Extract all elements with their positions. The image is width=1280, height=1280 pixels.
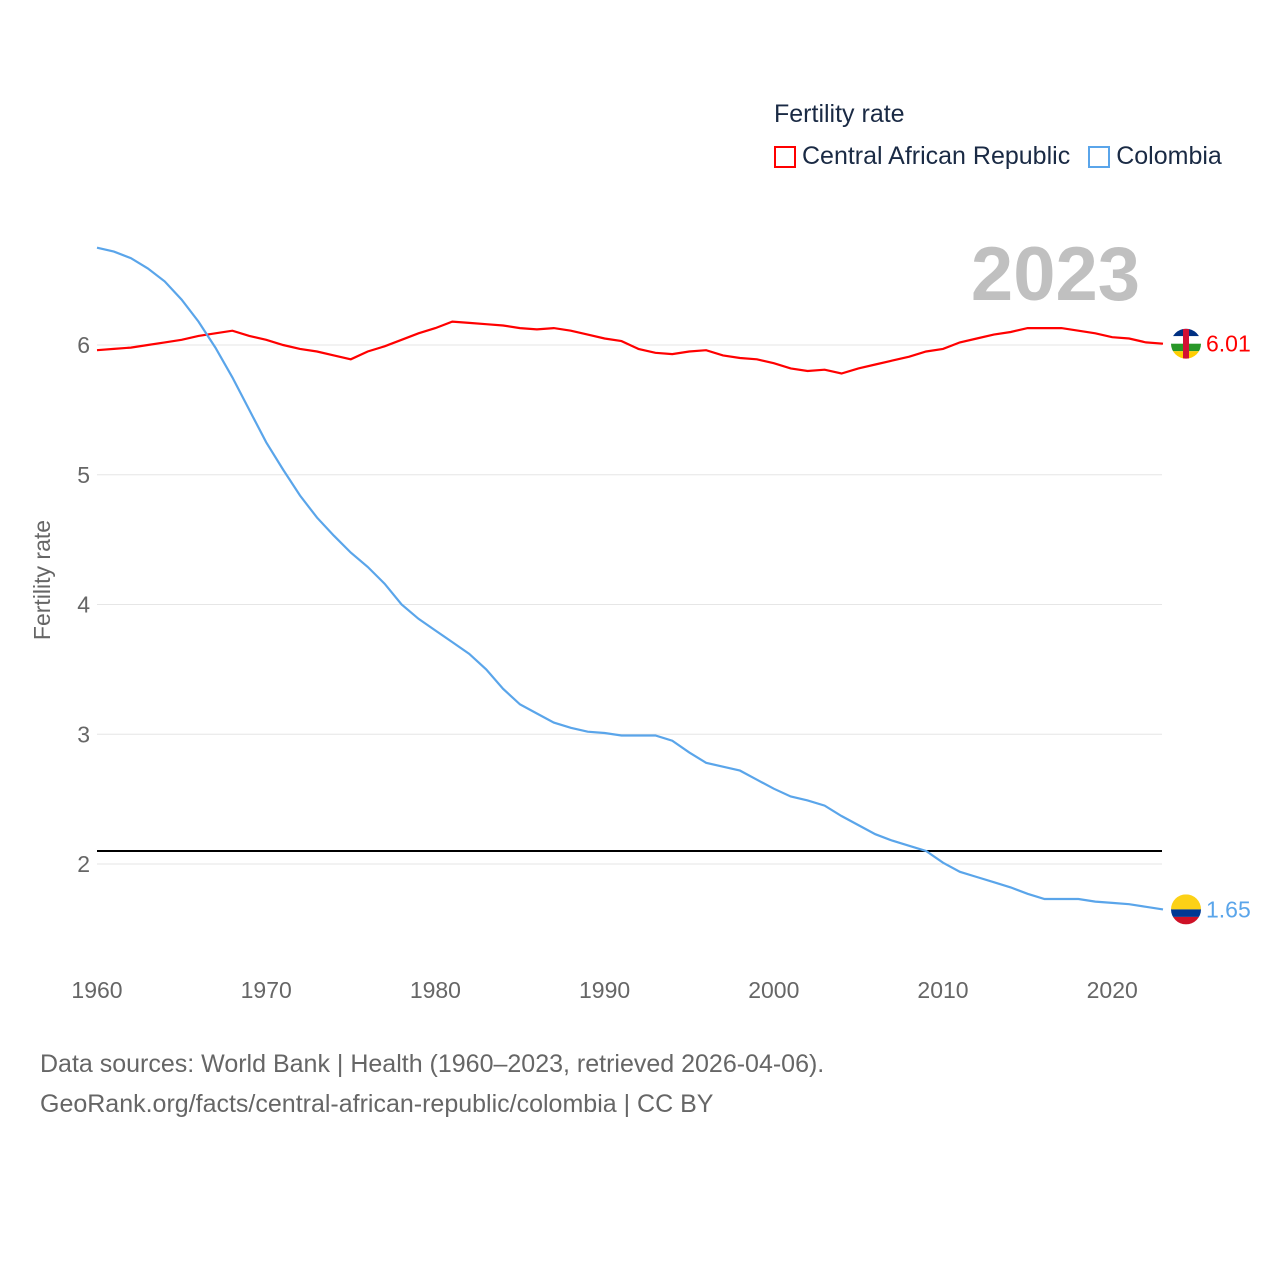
car-flag-icon <box>1171 328 1201 359</box>
x-tick-label: 1960 <box>71 977 122 1003</box>
y-tick-label: 2 <box>77 851 90 877</box>
legend-label: Colombia <box>1116 142 1222 170</box>
attribution: GeoRank.org/facts/central-african-republ… <box>40 1090 714 1118</box>
year-label: 2023 <box>971 232 1140 317</box>
colombia-flag-icon <box>1171 894 1201 925</box>
x-tick-label: 1990 <box>579 977 630 1003</box>
axis-ticks: 2 3 4 5 6 1960 1970 1980 1990 2000 2010 2020 <box>71 332 1137 1003</box>
series-lines <box>96 246 1164 911</box>
y-tick-label: 3 <box>77 721 90 747</box>
series-line-car <box>96 320 1164 375</box>
series-line-colombia <box>96 246 1164 911</box>
x-tick-label: 1970 <box>241 977 292 1003</box>
footer: Data sources: World Bank | Health (1960–… <box>40 1044 824 1124</box>
legend: Central African Republic Colombia <box>774 142 1222 171</box>
legend-swatch <box>1088 145 1111 168</box>
y-tick-label: 4 <box>77 592 90 618</box>
legend-swatch <box>774 145 796 168</box>
x-tick-label: 2000 <box>748 977 799 1003</box>
y-axis-label: Fertility rate <box>29 520 55 640</box>
data-source: Data sources: World Bank | Health (1960–… <box>40 1050 825 1078</box>
legend-title: Fertility rate <box>774 100 905 128</box>
series-end-markers: 6.01 1.65 <box>1171 328 1251 925</box>
y-tick-label: 5 <box>77 462 90 488</box>
end-value-label: 6.01 <box>1206 331 1251 357</box>
y-tick-label: 6 <box>77 332 90 358</box>
x-tick-label: 1980 <box>410 977 461 1003</box>
legend-label: Central African Republic <box>802 142 1071 170</box>
legend-item-car[interactable]: Central African Republic <box>774 142 1070 171</box>
x-tick-label: 2020 <box>1087 977 1138 1003</box>
legend-item-colombia[interactable]: Colombia <box>1088 142 1222 171</box>
x-tick-label: 2010 <box>917 977 968 1003</box>
end-value-label: 1.65 <box>1206 896 1251 922</box>
